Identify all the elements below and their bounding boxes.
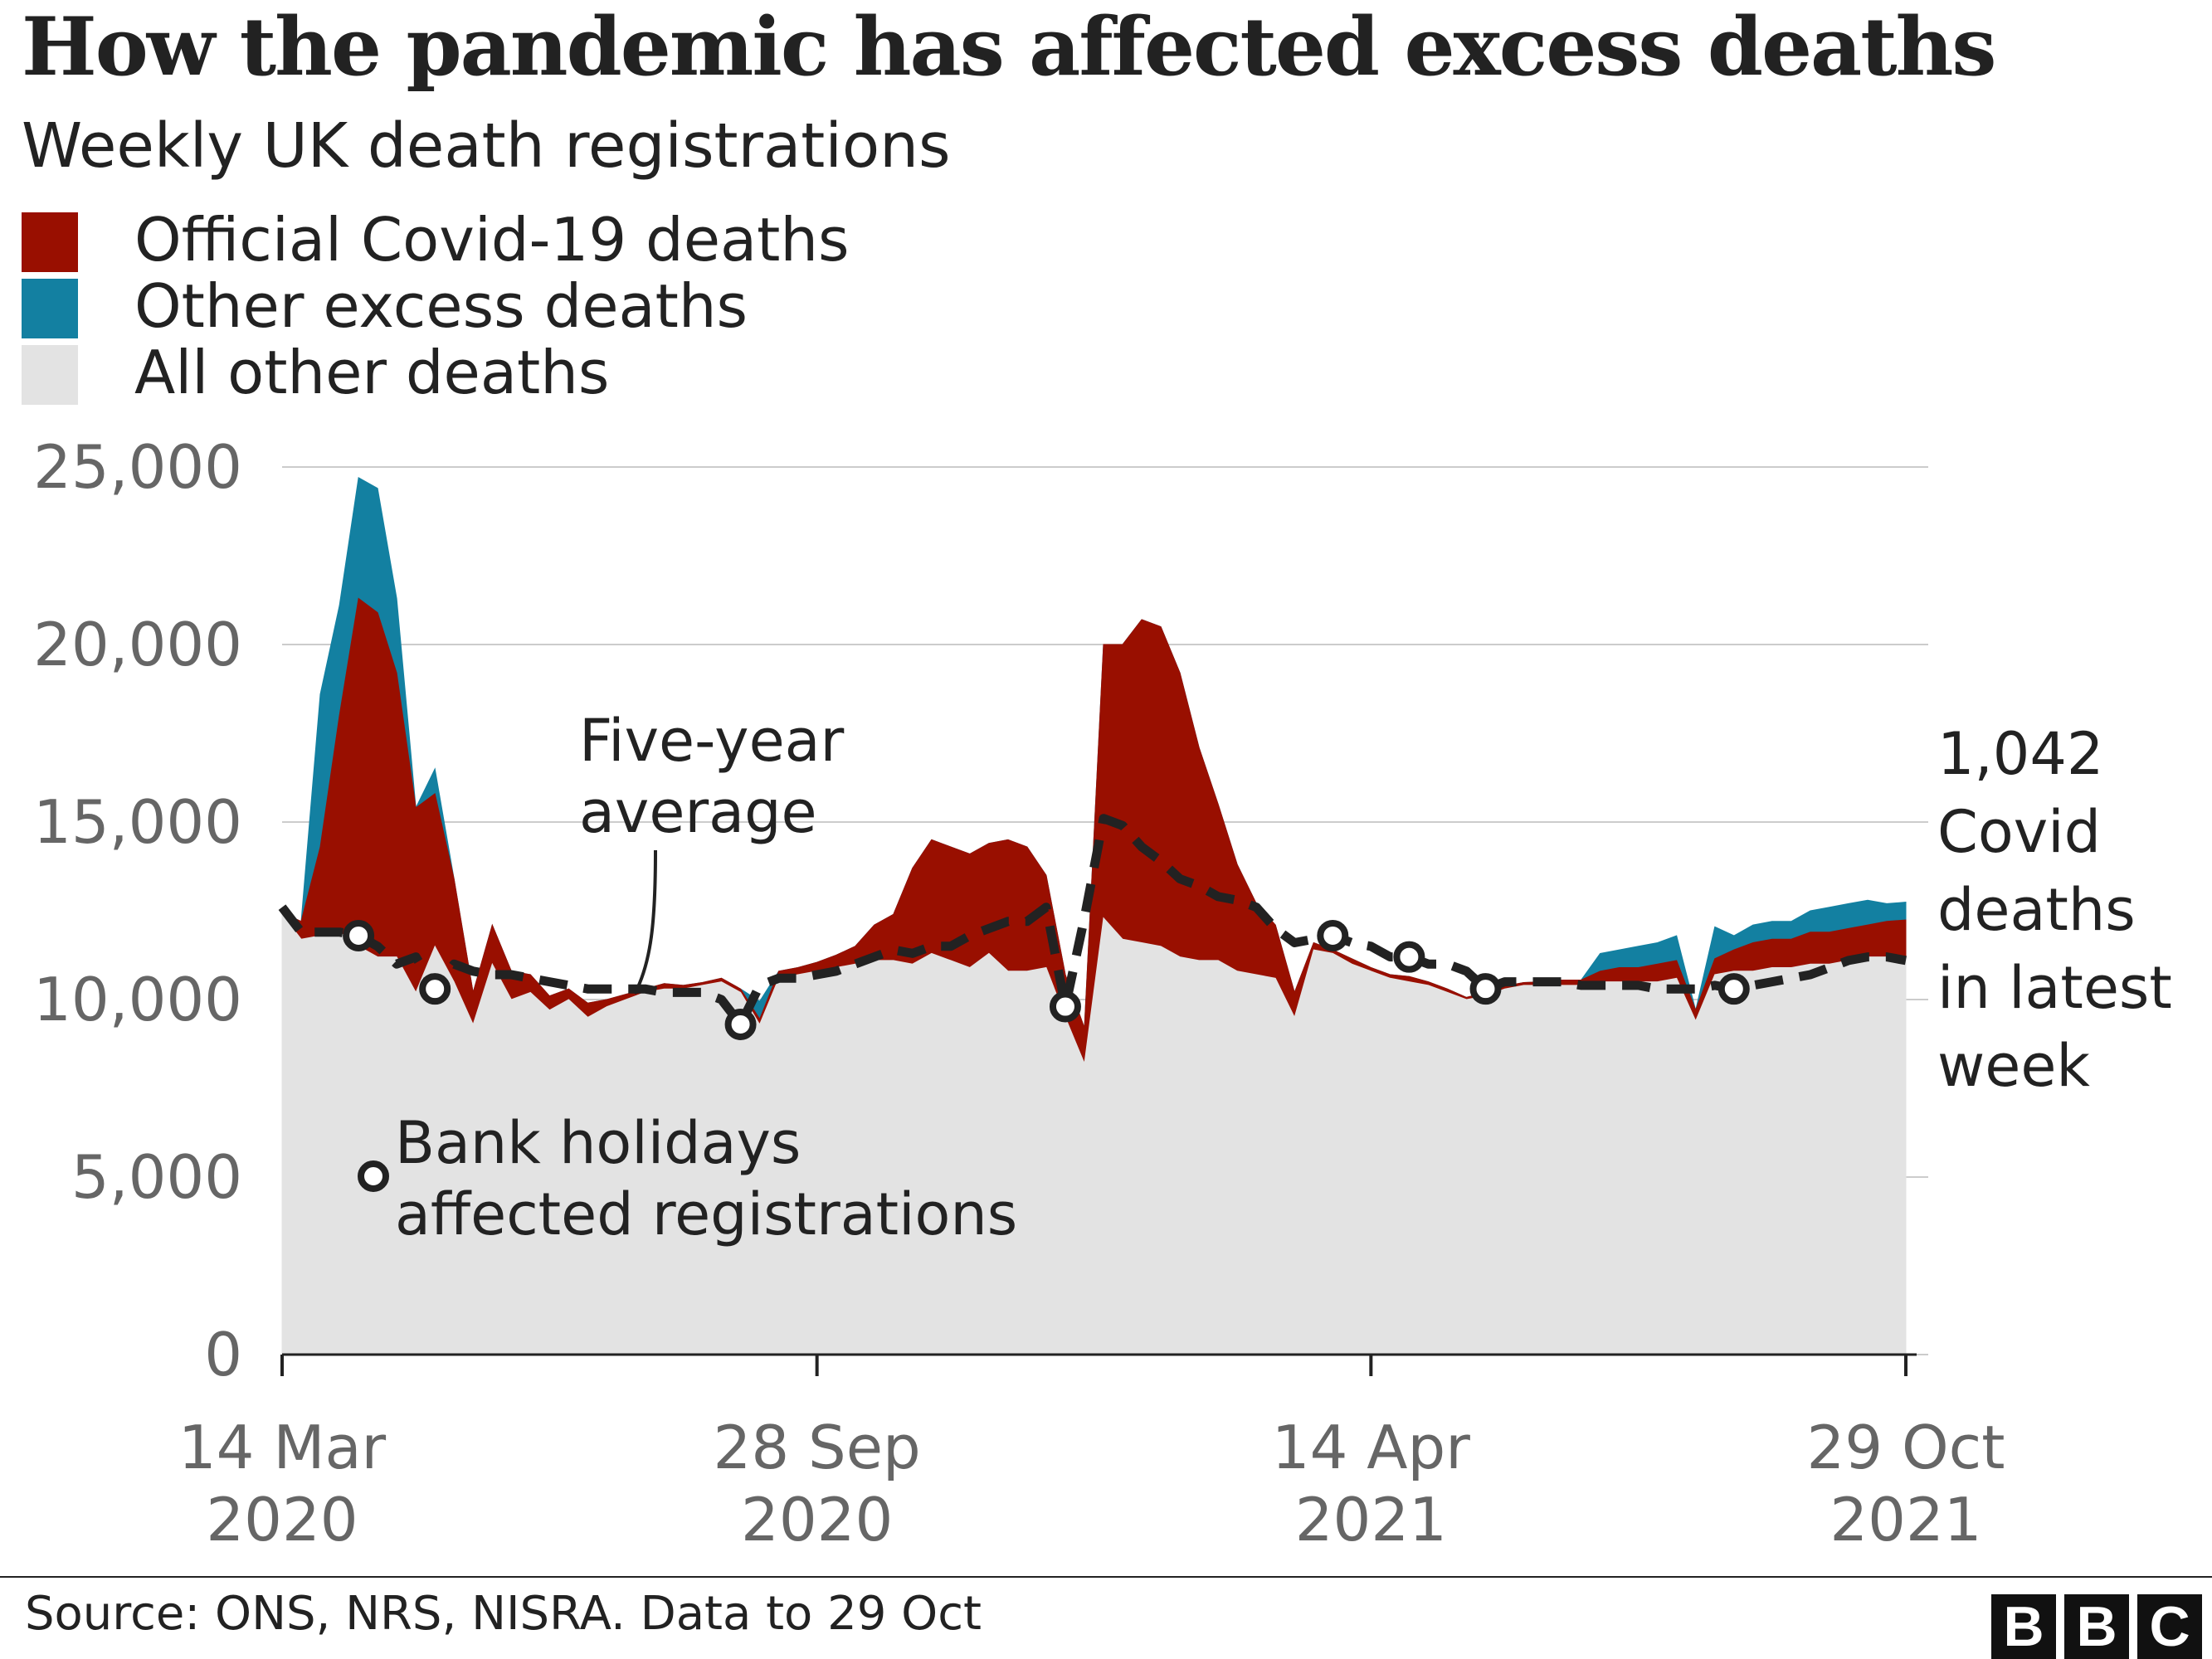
five-year-average-path [278,814,1907,1029]
five-year-average-label-line1: Five-year [579,707,845,775]
source-note: Source: ONS, NRS, NISRA. Data to 29 Oct [25,1587,982,1641]
bank-holiday-marker [343,919,375,951]
bbc-logo-letter-2: B [2064,1594,2129,1659]
x-tick-label-year: 2020 [206,1485,358,1554]
bank-holiday-legend-marker [358,1160,389,1192]
bank-holiday-markers [343,919,1750,1040]
five-year-average-line [278,814,1907,1029]
legend-swatch-covid [22,212,78,272]
legend-swatch-all-other [22,345,78,405]
bank-holiday-marker [419,973,451,1005]
five-year-average-pointer [633,849,657,995]
bank-holiday-marker [1049,990,1081,1023]
latest-week-label-line1: 1,042 [1937,720,2103,788]
bank-holidays-label-line2: affected registrations [395,1180,1017,1248]
latest-week-label-line3: deaths [1937,876,2136,944]
bbc-logo: B B C [1991,1594,2202,1659]
legend-label-covid: Official Covid-19 deaths [134,205,850,275]
y-tick-label: 25,000 [33,432,242,502]
annotations: Five-year average Bank holidays affected… [358,707,2172,1248]
legend-label-other-excess: Other excess deaths [134,271,748,341]
footer-divider [0,1576,2212,1578]
y-tick-label: 15,000 [33,787,242,857]
x-tick-label-year: 2021 [1830,1485,1981,1554]
chart-title: How the pandemic has affected excess dea… [22,0,1996,94]
bbc-logo-letter-3: C [2137,1594,2202,1659]
x-tick-label-year: 2021 [1295,1485,1447,1554]
y-tick-label: 5,000 [71,1142,242,1212]
x-tick-label-date: 28 Sep [714,1413,921,1482]
bank-holiday-marker [1393,941,1425,973]
bank-holiday-marker [1469,973,1502,1005]
latest-week-label-line2: Covid [1937,798,2101,866]
legend-swatch-other-excess [22,279,78,338]
x-tick-label-year: 2020 [741,1485,893,1554]
latest-week-label-line4: in latest [1937,954,2172,1022]
bank-holiday-marker [724,1008,757,1040]
bank-holiday-marker [1717,973,1750,1005]
bank-holiday-marker [1317,919,1349,951]
bbc-logo-letter-1: B [1991,1594,2056,1659]
chart-subtitle: Weekly UK death registrations [22,110,951,182]
five-year-average-label-line2: average [579,778,817,846]
y-tick-label: 10,000 [33,965,242,1034]
y-tick-label: 0 [204,1320,242,1389]
x-tick-label-date: 14 Mar [178,1413,387,1482]
x-tick-label-date: 29 Oct [1807,1413,2005,1482]
latest-week-label-line5: week [1937,1032,2090,1100]
x-tick-label-date: 14 Apr [1272,1413,1470,1482]
y-tick-label: 20,000 [33,610,242,679]
legend-label-all-other: All other deaths [134,338,610,407]
bank-holidays-label-line1: Bank holidays [395,1109,801,1177]
